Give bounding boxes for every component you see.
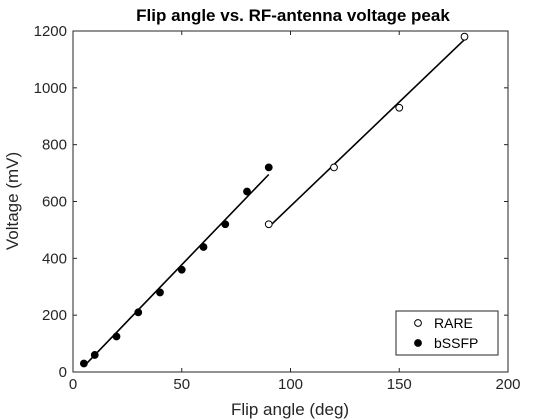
data-point-rare bbox=[330, 163, 338, 172]
data-markers bbox=[79, 32, 469, 368]
data-point-bssfp bbox=[243, 187, 251, 196]
legend-marker-rare bbox=[414, 319, 422, 327]
y-tick-label: 400 bbox=[42, 250, 67, 267]
y-tick-label: 1000 bbox=[34, 80, 67, 97]
data-point-rare bbox=[264, 220, 273, 229]
data-point-bssfp bbox=[156, 288, 164, 297]
x-axis-label: Flip angle (deg) bbox=[231, 400, 349, 419]
data-point-bssfp bbox=[264, 163, 273, 172]
chart-title: Flip angle vs. RF-antenna voltage peak bbox=[136, 6, 450, 25]
x-tick-label: 150 bbox=[387, 376, 412, 393]
y-tick-label: 1200 bbox=[34, 23, 67, 40]
y-tick-label: 800 bbox=[42, 137, 67, 154]
data-point-bssfp bbox=[199, 243, 208, 251]
legend: RARE bSSFP bbox=[395, 310, 499, 356]
legend-box bbox=[395, 310, 499, 356]
x-tick-label: 100 bbox=[278, 376, 303, 393]
data-point-bssfp bbox=[134, 308, 143, 317]
data-point-bssfp bbox=[112, 332, 121, 341]
data-point-rare bbox=[395, 103, 404, 112]
y-tick-label: 0 bbox=[59, 364, 67, 381]
y-tick-label: 200 bbox=[42, 307, 67, 324]
x-axis-ticks: 0 50 100 150 200 bbox=[69, 31, 521, 393]
x-tick-label: 200 bbox=[495, 376, 520, 393]
y-axis-label: Voltage (mV) bbox=[3, 152, 22, 250]
fit-line-rare bbox=[268, 38, 466, 228]
data-point-rare bbox=[460, 32, 469, 41]
fit-line-bssfp bbox=[83, 173, 270, 367]
y-axis-ticks: 0 200 400 600 800 1000 1200 bbox=[34, 23, 508, 381]
data-point-bssfp bbox=[90, 351, 99, 359]
legend-label-bssfp: bSSFP bbox=[434, 335, 478, 351]
data-point-bssfp bbox=[177, 265, 186, 274]
legend-label-rare: RARE bbox=[434, 315, 473, 331]
y-tick-label: 600 bbox=[42, 194, 67, 211]
legend-marker-bssfp bbox=[414, 339, 422, 347]
x-tick-label: 50 bbox=[173, 376, 190, 393]
x-tick-label: 0 bbox=[69, 376, 77, 393]
data-point-bssfp bbox=[221, 220, 230, 229]
data-point-bssfp bbox=[79, 359, 88, 368]
